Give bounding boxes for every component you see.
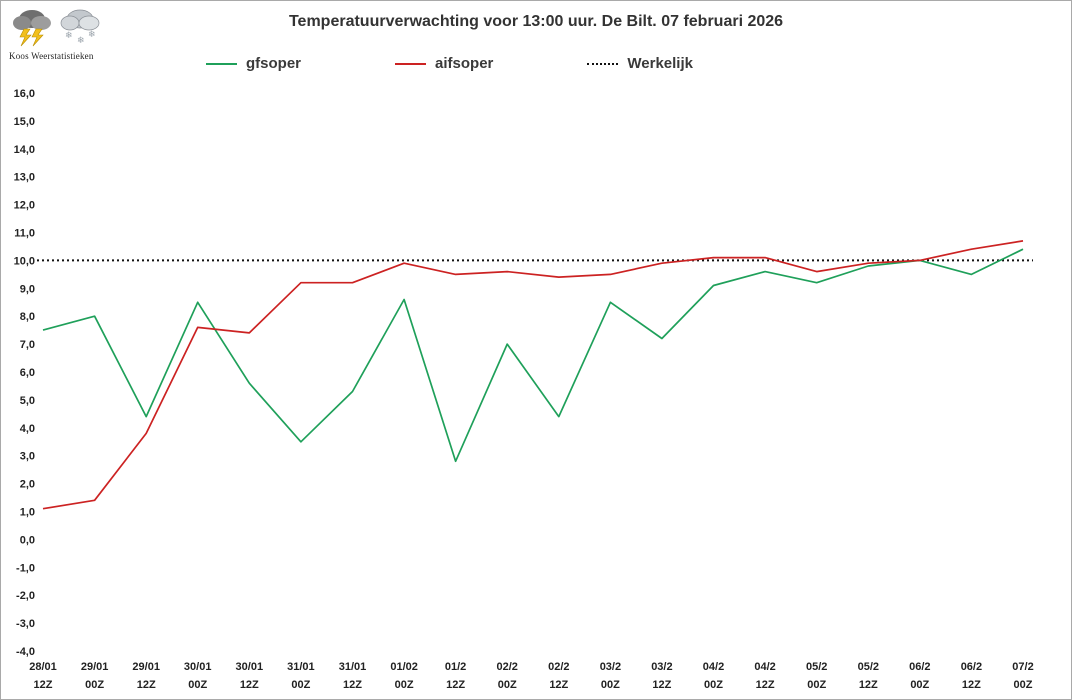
x-tick-label-hour: 12Z xyxy=(859,679,878,691)
y-tick-label: 16,0 xyxy=(14,88,35,100)
y-tick-label: 7,0 xyxy=(20,339,35,351)
x-tick-label-date: 07/2 xyxy=(1012,661,1033,673)
y-tick-label: 6,0 xyxy=(20,367,35,379)
legend-label-werkelijk: Werkelijk xyxy=(627,55,693,72)
legend: gfsoper aifsoper Werkelijk xyxy=(206,55,693,72)
y-tick-label: 14,0 xyxy=(14,144,35,156)
y-tick-label: 11,0 xyxy=(14,228,35,240)
y-tick-label: -3,0 xyxy=(16,618,35,630)
x-tick-label-date: 04/2 xyxy=(703,661,724,673)
x-tick-label-hour: 12Z xyxy=(343,679,362,691)
y-tick-label: -4,0 xyxy=(16,646,35,658)
x-tick-label-hour: 00Z xyxy=(498,679,517,691)
legend-label-gfsoper: gfsoper xyxy=(246,55,302,72)
y-tick-label: 8,0 xyxy=(20,311,35,323)
x-tick-label-hour: 12Z xyxy=(756,679,775,691)
logo-text: Koos Weerstatistieken xyxy=(9,51,94,61)
legend-item-werkelijk: Werkelijk xyxy=(587,55,693,72)
x-tick-label-hour: 00Z xyxy=(291,679,310,691)
y-tick-label: 1,0 xyxy=(20,507,35,519)
x-tick-label-hour: 00Z xyxy=(1014,679,1033,691)
x-tick-label-date: 30/01 xyxy=(184,661,212,673)
x-tick-label-hour: 00Z xyxy=(601,679,620,691)
y-tick-label: -1,0 xyxy=(16,562,35,574)
x-tick-label-date: 02/2 xyxy=(548,661,569,673)
x-tick-label-date: 06/2 xyxy=(961,661,982,673)
svg-text:❄: ❄ xyxy=(77,35,85,45)
x-tick-label-date: 05/2 xyxy=(806,661,827,673)
x-tick-label-date: 30/01 xyxy=(236,661,264,673)
x-tick-label-hour: 12Z xyxy=(34,679,53,691)
x-tick-label-hour: 12Z xyxy=(137,679,156,691)
x-tick-label-date: 01/2 xyxy=(445,661,466,673)
y-tick-label: 4,0 xyxy=(20,423,35,435)
legend-item-aifsoper: aifsoper xyxy=(395,55,493,72)
page-title: Temperatuurverwachting voor 13:00 uur. D… xyxy=(288,13,784,30)
x-tick-label-date: 31/01 xyxy=(339,661,367,673)
legend-item-gfsoper: gfsoper xyxy=(206,55,301,72)
x-tick-label-hour: 00Z xyxy=(704,679,723,691)
x-tick-label-hour: 12Z xyxy=(962,679,981,691)
x-tick-label-hour: 12Z xyxy=(652,679,671,691)
x-tick-label-date: 02/2 xyxy=(496,661,517,673)
x-tick-label-date: 06/2 xyxy=(909,661,930,673)
gfsoper-line-swatch-icon xyxy=(206,62,237,65)
svg-text:❄: ❄ xyxy=(88,29,96,39)
logo-icons: ❄ ❄ ❄ xyxy=(9,5,139,49)
y-tick-label: 10,0 xyxy=(14,255,35,267)
x-tick-label-date: 03/2 xyxy=(651,661,672,673)
x-tick-label-hour: 12Z xyxy=(240,679,259,691)
x-tick-label-hour: 12Z xyxy=(549,679,568,691)
x-tick-label-hour: 00Z xyxy=(807,679,826,691)
x-tick-label-hour: 00Z xyxy=(395,679,414,691)
svg-text:❄: ❄ xyxy=(65,30,73,40)
y-tick-label: 0,0 xyxy=(20,534,35,546)
aifsoper-line-swatch-icon xyxy=(395,62,427,65)
y-tick-label: 3,0 xyxy=(20,451,35,463)
x-tick-label-date: 05/2 xyxy=(858,661,879,673)
snow-cloud-icon: ❄ ❄ ❄ xyxy=(60,9,100,45)
x-tick-label-date: 31/01 xyxy=(287,661,315,673)
x-tick-label-date: 29/01 xyxy=(81,661,109,673)
series-line-aifsoper xyxy=(42,240,1024,510)
x-tick-label-date: 04/2 xyxy=(754,661,775,673)
y-tick-label: 9,0 xyxy=(20,283,35,295)
x-tick-label-date: 03/2 xyxy=(600,661,621,673)
x-tick-label-hour: 00Z xyxy=(85,679,104,691)
x-tick-label-date: 29/01 xyxy=(132,661,160,673)
logo: ❄ ❄ ❄ Koos Weerstatistieken xyxy=(9,5,139,61)
y-tick-label: 2,0 xyxy=(20,479,35,491)
x-tick-label-hour: 00Z xyxy=(188,679,207,691)
werkelijk-dotted-swatch-icon xyxy=(587,62,619,65)
x-tick-label-date: 28/01 xyxy=(29,661,57,673)
y-tick-label: 5,0 xyxy=(20,395,35,407)
y-tick-label: 13,0 xyxy=(14,172,35,184)
legend-label-aifsoper: aifsoper xyxy=(435,55,494,72)
y-tick-label: 15,0 xyxy=(14,116,35,128)
series-line-gfsoper xyxy=(42,248,1024,463)
x-tick-label-date: 01/02 xyxy=(390,661,418,673)
storm-cloud-icon xyxy=(13,10,51,47)
y-tick-label: -2,0 xyxy=(16,590,35,602)
x-tick-label-hour: 00Z xyxy=(910,679,929,691)
y-tick-label: 12,0 xyxy=(14,200,35,212)
x-tick-label-hour: 12Z xyxy=(446,679,465,691)
